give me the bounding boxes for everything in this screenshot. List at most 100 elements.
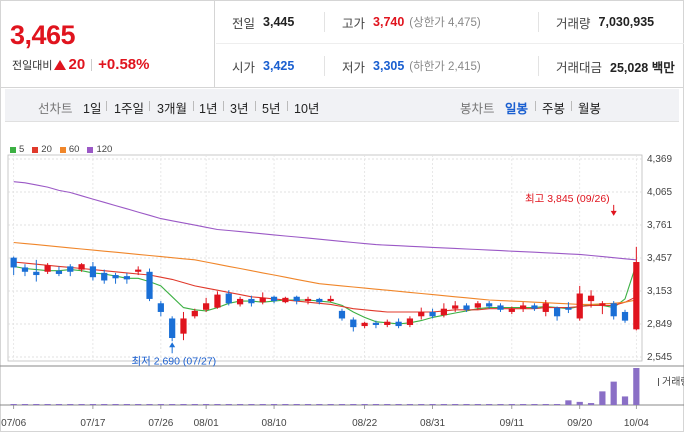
candle-body bbox=[135, 269, 142, 272]
candle-body bbox=[520, 305, 527, 309]
toolbar-separator bbox=[535, 101, 536, 111]
period-3m-button[interactable]: 3개월 bbox=[157, 102, 187, 116]
candle-body bbox=[452, 305, 459, 309]
volume-bar bbox=[338, 404, 346, 405]
change-value: 20 bbox=[68, 56, 86, 73]
candle-body bbox=[395, 321, 402, 327]
volume-bar bbox=[610, 381, 617, 405]
volume-bar bbox=[486, 404, 493, 405]
legend-ma120: 120 bbox=[87, 144, 112, 155]
stat-prev-label: 전일 bbox=[232, 16, 256, 31]
volume-bar bbox=[282, 404, 289, 405]
volume-bar bbox=[33, 404, 40, 405]
x-tick-label: 07/26 bbox=[148, 418, 173, 429]
volume-bar bbox=[44, 404, 51, 405]
period-10y-button[interactable]: 10년 bbox=[294, 102, 320, 116]
volume-bar bbox=[293, 404, 300, 405]
candle-body bbox=[169, 318, 176, 339]
candle-body bbox=[304, 298, 312, 302]
up-arrow-icon bbox=[54, 59, 67, 70]
candle-body bbox=[248, 298, 255, 304]
candle-body bbox=[180, 318, 187, 334]
toolbar-separator bbox=[255, 101, 256, 111]
candle-body bbox=[225, 293, 232, 304]
chart-annotations: 최고 3,845 (09/26) 최저 2,690 (07/27) bbox=[131, 193, 617, 367]
min-price-annotation: 최저 2,690 (07/27) bbox=[131, 355, 216, 367]
candle-body bbox=[270, 296, 278, 302]
volume-bar bbox=[361, 404, 368, 405]
candle-body bbox=[486, 303, 493, 307]
volume-bar bbox=[270, 404, 278, 405]
volume-bar bbox=[248, 404, 255, 405]
x-tick-label: 07/06 bbox=[1, 418, 26, 429]
volume-bar bbox=[587, 403, 595, 405]
stat-volume: 거래량 7,030,935 bbox=[556, 0, 654, 44]
quote-header: 3,465 전일대비 20 +0.58% 전일 3,445 고가 3,740 (… bbox=[0, 0, 684, 88]
volume-bar bbox=[112, 404, 119, 405]
min-arrow-icon bbox=[169, 342, 176, 348]
candle-body bbox=[338, 310, 346, 319]
current-price: 3,465 bbox=[10, 20, 76, 50]
volume-bar bbox=[236, 404, 244, 405]
candle-body bbox=[372, 322, 380, 325]
weekly-candle-button[interactable]: 주봉 bbox=[542, 102, 566, 116]
stat-high-label: 고가 bbox=[342, 16, 366, 31]
stat-lower-limit: (하한가 2,415) bbox=[409, 61, 481, 73]
candle-body bbox=[531, 305, 538, 309]
ma-line-ma120 bbox=[13, 181, 637, 261]
monthly-candle-button[interactable]: 월봉 bbox=[578, 102, 602, 116]
price-box: 3,465 전일대비 20 +0.58% bbox=[0, 0, 215, 88]
candlestick-chart: 4,369 4,065 3,761 3,457 3,153 2,849 2,545 07/06… bbox=[0, 154, 684, 429]
candles bbox=[10, 246, 640, 342]
volume-bar bbox=[78, 404, 85, 405]
x-tick-label: 10/04 bbox=[624, 418, 649, 429]
period-5y-button[interactable]: 5년 bbox=[262, 102, 281, 116]
x-tick-label: 08/22 bbox=[352, 418, 377, 429]
candle-body bbox=[157, 303, 164, 312]
volume-bar bbox=[214, 404, 221, 405]
legend-ma60: 60 bbox=[59, 144, 79, 155]
period-3y-button[interactable]: 3년 bbox=[230, 102, 249, 116]
volume-bar bbox=[225, 404, 232, 405]
candle-body bbox=[146, 271, 153, 299]
volume-bar bbox=[520, 404, 527, 405]
volume-bar bbox=[327, 404, 334, 405]
volume-bar bbox=[553, 404, 561, 405]
ma-line-ma60 bbox=[13, 241, 637, 305]
volume-bar bbox=[576, 401, 583, 405]
toolbar-separator bbox=[106, 101, 107, 111]
period-1y-button[interactable]: 1년 bbox=[199, 102, 218, 116]
stats-panel: 전일 3,445 고가 3,740 (상한가 4,475) 거래량 7,030,… bbox=[216, 0, 684, 88]
legend-swatch bbox=[32, 146, 39, 153]
candle-body bbox=[282, 297, 289, 303]
stat-amount-value: 25,028 백만 bbox=[610, 60, 675, 75]
candle-chart-label: 봉차트 bbox=[460, 102, 495, 116]
candle-body bbox=[259, 297, 266, 303]
volume-bar bbox=[508, 404, 515, 405]
candle-body bbox=[542, 303, 549, 312]
stats-row-1: 전일 3,445 고가 3,740 (상한가 4,475) 거래량 7,030,… bbox=[216, 0, 684, 44]
legend-label: 120 bbox=[96, 144, 113, 155]
candle-body bbox=[508, 308, 515, 312]
volume-bar bbox=[452, 404, 459, 405]
volume-bar bbox=[406, 404, 414, 405]
volume-bar bbox=[599, 391, 606, 405]
toolbar-separator bbox=[149, 101, 150, 111]
volume-bar bbox=[146, 404, 153, 405]
daily-candle-button[interactable]: 일봉 bbox=[505, 102, 529, 116]
candle-body bbox=[10, 257, 17, 268]
volume-bar bbox=[463, 404, 470, 405]
candle-body bbox=[316, 298, 323, 303]
volume-bar bbox=[565, 400, 572, 405]
candle-body bbox=[21, 267, 29, 272]
candle-body bbox=[599, 303, 606, 306]
y-tick-label: 3,153 bbox=[647, 286, 672, 297]
stat-open-value: 3,425 bbox=[263, 59, 295, 73]
stat-prev-value: 3,445 bbox=[263, 15, 295, 29]
y-tick-label: 2,849 bbox=[647, 319, 672, 330]
volume-bar bbox=[395, 404, 402, 405]
period-1d-button[interactable]: 1일 bbox=[83, 102, 102, 116]
candle-body bbox=[429, 311, 436, 317]
volume-bar bbox=[440, 404, 447, 405]
period-1w-button[interactable]: 1주일 bbox=[114, 102, 144, 116]
